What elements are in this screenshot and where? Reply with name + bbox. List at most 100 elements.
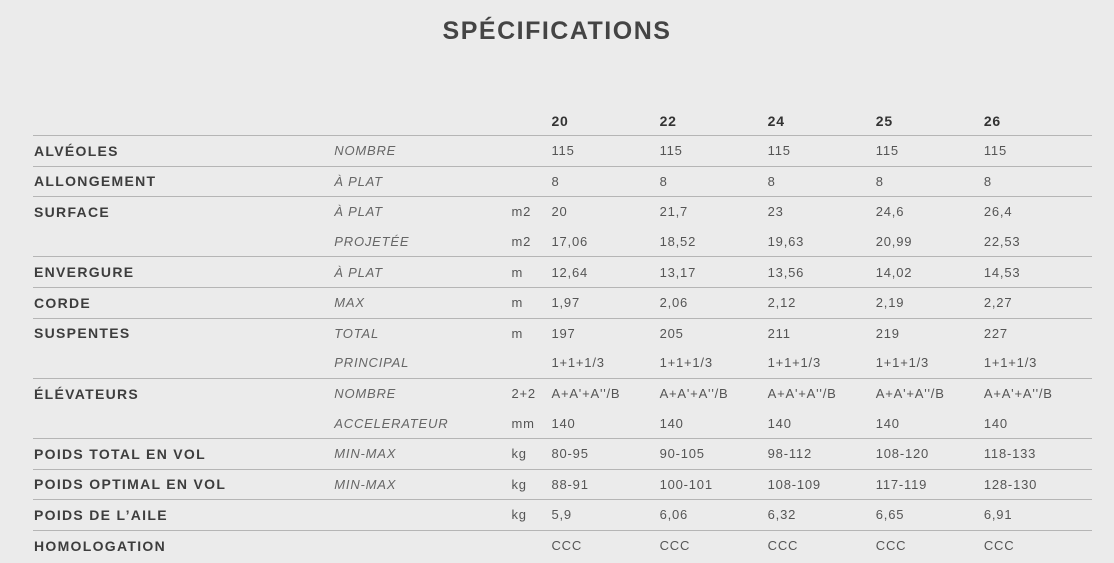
- value-cell: 115: [659, 135, 768, 167]
- value-cell: 1+1+1/3: [983, 355, 1038, 371]
- value-cell: CCC: [983, 529, 1092, 561]
- unit: [511, 165, 552, 197]
- row-label: POIDS DE L’AILE: [33, 499, 335, 531]
- value-cell: 24,6: [875, 196, 984, 227]
- sub-label: PROJETÉE: [334, 234, 410, 250]
- unit: mm: [511, 415, 535, 431]
- value-cell: A+A'+A''/B: [875, 377, 984, 409]
- value-cell: A+A'+A''/B: [551, 377, 660, 409]
- row-label: ALVÉOLES: [33, 135, 335, 167]
- value-cell: 1+1+1/3: [551, 355, 605, 371]
- sub-label: MAX: [334, 286, 512, 319]
- value-cell: 8: [659, 165, 768, 197]
- value-cell: 2,27: [983, 286, 1092, 319]
- table-row: SUSPENTES TOTAL m 197 205 211 219 227: [33, 317, 1092, 349]
- value-cell: 108-109: [767, 468, 876, 500]
- value-cell: 13,56: [767, 256, 876, 288]
- sub-label: À PLAT: [334, 256, 512, 288]
- table-header-row: 20 22 24 25 26: [33, 106, 1092, 136]
- table-row: PROJETÉE m2 17,06 18,52 19,63 20,99 22,53: [33, 227, 1092, 257]
- sub-label: TOTAL: [334, 317, 512, 349]
- value-cell: 118-133: [983, 437, 1092, 470]
- value-cell: 21,7: [659, 196, 768, 227]
- value-cell: 128-130: [983, 468, 1092, 500]
- table-row: POIDS TOTAL EN VOL MIN-MAX kg 80-95 90-105 98…: [33, 437, 1092, 470]
- table-row: POIDS OPTIMAL EN VOL MIN-MAX kg 88-91 100-10…: [33, 468, 1092, 500]
- value-cell: 8: [551, 165, 660, 197]
- row-label: CORDE: [33, 286, 335, 319]
- value-cell: 100-101: [659, 468, 768, 500]
- unit: kg: [511, 468, 552, 500]
- row-label: SURFACE: [33, 196, 335, 227]
- table-row: ENVERGURE À PLAT m 12,64 13,17 13,56 14,02 14,5…: [33, 256, 1092, 288]
- value-cell: 18,52: [659, 234, 697, 250]
- value-cell: 140: [551, 415, 576, 431]
- value-cell: 2,06: [659, 286, 768, 319]
- unit: kg: [511, 499, 552, 531]
- row-label: [33, 227, 334, 257]
- value-cell: 90-105: [659, 437, 768, 470]
- value-cell: 108-120: [875, 437, 984, 470]
- value-cell: 1+1+1/3: [875, 355, 930, 371]
- value-cell: 115: [767, 135, 876, 167]
- table-row: HOMOLOGATION CCC CCC CCC CCC CCC: [33, 529, 1092, 561]
- sub-label: MIN-MAX: [334, 437, 512, 470]
- sub-label: ACCELERATEUR: [334, 415, 449, 431]
- value-cell: 8: [767, 165, 876, 197]
- unit: m: [511, 256, 552, 288]
- value-cell: A+A'+A''/B: [659, 377, 768, 409]
- row-label: ENVERGURE: [33, 256, 335, 288]
- sub-label: [334, 529, 512, 561]
- sub-label: MIN-MAX: [334, 468, 512, 500]
- size-header: 24: [767, 112, 785, 129]
- table-row: CORDE MAX m 1,97 2,06 2,12 2,19 2,27: [33, 286, 1092, 319]
- row-label: [33, 408, 334, 438]
- size-header: 26: [983, 112, 1002, 129]
- value-cell: 6,06: [659, 499, 768, 531]
- value-cell: 115: [983, 135, 1092, 167]
- unit: m2: [511, 234, 532, 250]
- header-empty: [33, 106, 334, 136]
- value-cell: CCC: [551, 529, 660, 561]
- value-cell: 13,17: [659, 256, 768, 288]
- value-cell: 17,06: [551, 234, 589, 250]
- unit: kg: [511, 437, 552, 470]
- value-cell: 19,63: [767, 234, 805, 250]
- value-cell: 2,12: [767, 286, 876, 319]
- value-cell: 117-119: [875, 468, 984, 500]
- page-title: SPÉCIFICATIONS: [442, 17, 672, 45]
- table-row: ALVÉOLES NOMBRE 115 115 115 115 115: [33, 135, 1092, 167]
- value-cell: 88-91: [551, 468, 660, 500]
- sub-label: À PLAT: [334, 165, 512, 197]
- value-cell: 205: [659, 317, 768, 349]
- value-cell: 22,53: [983, 234, 1021, 250]
- value-cell: 211: [767, 317, 876, 349]
- value-cell: 14,02: [875, 256, 984, 288]
- row-label: HOMOLOGATION: [33, 529, 335, 561]
- row-label: POIDS TOTAL EN VOL: [33, 437, 335, 470]
- value-cell: 227: [983, 317, 1092, 349]
- sub-label: PRINCIPAL: [334, 355, 410, 371]
- value-cell: 6,65: [875, 499, 984, 531]
- header-empty: [511, 106, 551, 136]
- table-row: POIDS DE L’AILE kg 5,9 6,06 6,32 6,65 6,91: [33, 499, 1092, 531]
- value-cell: 140: [875, 415, 900, 431]
- value-cell: 12,64: [551, 256, 660, 288]
- value-cell: 14,53: [983, 256, 1092, 288]
- unit: [511, 529, 552, 561]
- value-cell: 140: [767, 415, 792, 431]
- unit: m2: [511, 196, 552, 227]
- value-cell: 6,91: [983, 499, 1092, 531]
- unit: 2+2: [511, 377, 552, 409]
- unit: [511, 348, 551, 378]
- value-cell: A+A'+A''/B: [983, 377, 1092, 409]
- row-label: ÉLÉVATEURS: [33, 377, 335, 409]
- row-label: POIDS OPTIMAL EN VOL: [33, 468, 335, 500]
- value-cell: 98-112: [767, 437, 876, 470]
- value-cell: 1,97: [551, 286, 660, 319]
- unit: [511, 135, 552, 167]
- table-row: PRINCIPAL 1+1+1/3 1+1+1/3 1+1+1/3 1+1+1/3 1+1…: [33, 348, 1092, 378]
- value-cell: 23: [767, 196, 876, 227]
- sub-label: [334, 499, 512, 531]
- value-cell: 2,19: [875, 286, 984, 319]
